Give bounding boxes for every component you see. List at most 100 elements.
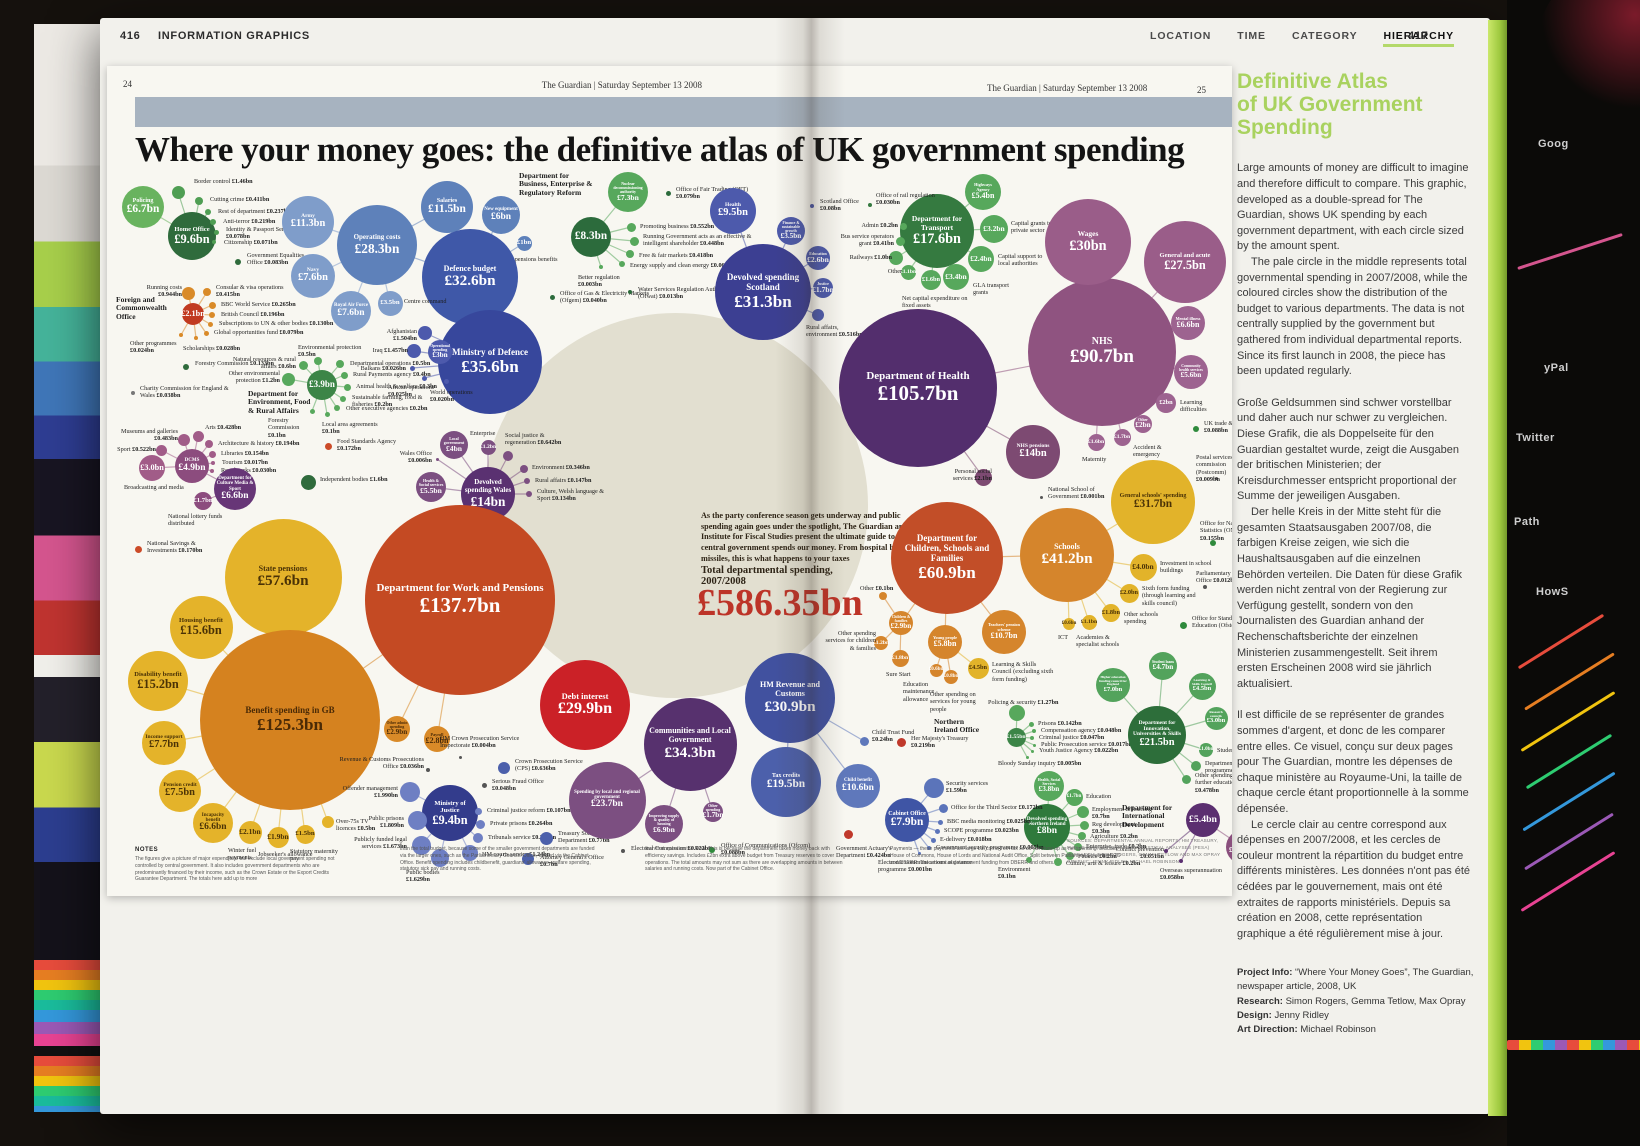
bubble-text: £1.5bn [295,825,315,844]
bubble: £1.0bn [1199,743,1213,757]
bubble-label: Cutting crime £0.411bn [210,196,270,203]
bubble-text: £5.4bn [1186,803,1220,837]
bubble [859,736,869,746]
bubble-label: Forestry Commission £0.133bn [195,360,274,367]
bubble-value: £15.6bn [180,623,222,638]
bubble: £1.7bn [1065,788,1083,806]
bubble [210,219,216,225]
bubble-text: £8.3bn [571,217,611,257]
bubble-text: Health & Social services £5.5bn [416,472,446,502]
notes-area: NOTES The figures give a picture of major… [135,846,1232,892]
bubble-text: Young people £5.8bn [928,625,962,659]
bubble [1193,426,1199,432]
credit-line: RESEARCH: SIMON ROGERS, GEMMA TETLOW AND… [1067,851,1221,857]
bubble: Department for Children, Schools and Fam… [891,502,1003,614]
bubble [435,457,439,461]
bubble-value: £1.5bn [295,830,315,838]
bubble-label: Other programmes £0.024bn [130,340,177,355]
bubble-value: £1bn [516,239,532,247]
bubble: Incapacity benefit £6.6bn [193,803,233,843]
bubble-text: £1.2bn [873,636,889,650]
bubble-text: Other admin spending £2.9bn [384,716,410,742]
bubble-name: Student loans [1151,660,1175,665]
bubble [1164,849,1168,853]
bubble-value: £105.7bn [877,380,959,405]
bubble [599,265,603,269]
sidebar-paragraph: Il est difficile de se représenter de gr… [1237,709,1469,816]
bubble-label: Departmental operations £0.5bn [350,360,431,367]
bubble [208,450,216,458]
project-info-line: Research: Simon Rogers, Gemma Tetlow, Ma… [1237,995,1466,1007]
bubble-name: Devolved spending Scotland [726,272,800,293]
bubble-value: £0.8bn [943,673,959,680]
bubble-label: Publicly funded legal services £1.673bn [354,836,407,851]
bubble: Eliminating poverty£5.127bn [1226,830,1232,864]
bubble-label: Sure Start [886,671,911,678]
bubble [899,222,907,230]
bubble-label: BBC World Service £0.265bn [221,301,296,308]
bubble [621,849,625,853]
bubble-label: Environmental protection £0.5bn [298,344,362,359]
page-number-left: 416 [120,30,141,42]
bubble-label: Revenue & Customs Prosecutions Office £0… [339,756,424,771]
bubble-text: Learning & Skills Council £4.5bn [1189,673,1216,700]
bubble-name: Mental illness [1175,315,1201,321]
bubble-name: Other spending [705,804,721,813]
bubble-label: Crown Prosecution Service (CPS) £0.636bn [515,758,583,773]
bubble-value: £30bn [1069,237,1107,254]
bubble: Other spending £1.7bn [703,802,723,822]
bubble-text: £1.55bn [1006,728,1025,747]
bubble [1181,774,1191,784]
bubble-text: NHS £90.7bn [1028,278,1176,426]
bubble-value: £2.1bn [181,308,205,318]
bubble-value: £17.6bn [913,230,961,247]
bubble-value: £9.5bn [718,207,748,219]
bubble-label: Environment £0.346bn [532,464,590,471]
bubble-label: Policing & security £1.27bn [988,699,1059,706]
bubble-text: Benefit spending in GB £125.3bn [200,630,380,810]
bubble: General and acute £27.5bn [1144,221,1226,303]
bubble-label: Other spending on services for young peo… [930,691,976,713]
bubble-text: Income support £7.7bn [142,721,186,765]
bubble-value: £1.1bn [1080,619,1098,625]
bubble-label: Iraq £1.457bn [372,347,408,354]
bubble: NHS £90.7bn [1028,278,1176,426]
bubble: Other admin spending £2.9bn [384,716,410,742]
bubble-name: Department for Transport [911,214,963,232]
bubble-label: E-delivery £0.018bn [940,836,992,843]
bubble-value: £5.4bn [1189,813,1217,825]
bubble: DCMS £4.9bn [175,449,209,483]
bubble-label: Rural Payments agency £0.4bn [353,371,431,378]
cover-red-glow [1537,0,1640,120]
bubble-label: Electoral Commission £0.022bn [631,845,712,852]
bubble-text: Royal Air Force £7.6bn [331,291,371,331]
bubble-value: £5.127bn [1229,846,1232,855]
bubble-value: £2.9bn [890,622,912,631]
bubble: £1.2bn [873,636,889,650]
bubble [917,851,921,855]
bubble-name: Home Office [174,226,210,234]
bubble-label: Academies & specialist schools [1076,634,1120,649]
bubble-label: Public bodies £1.629bn [406,869,440,884]
bubble-value: £4bn [445,444,463,454]
bubble-name: Incapacity benefit [201,812,225,824]
bubble: Nuclear decommissioning authority £7.3bn [608,172,648,212]
bubble-name: Army [301,212,315,219]
bubble-value: £1.6bn [1087,439,1105,445]
bubble-label: Anti-terror £0.219bn [223,218,276,225]
bubble-value: £1.0bn [1198,746,1214,753]
bubble-label: Sustainable farming, food & fisheries £0… [352,394,423,409]
bubble [938,803,948,813]
bubble-label: SCOPE programme £0.023bn [944,827,1019,834]
bubble-label: BBC media monitoring £0.025bn [947,818,1031,825]
bubble: £1.8bn [1102,604,1120,622]
bubble: £3.5bn [377,290,403,316]
bubble [1210,540,1216,546]
bubble-label: Personal social services £2.1bn [952,468,992,483]
bubble: Department for Culture Media & Sport £6.6… [214,468,256,510]
bubble-text: Payroll £2.8bn [424,726,450,752]
bubble: Department for Transport £17.6bn [900,194,974,268]
bubble-text: £0.6bn [929,664,944,677]
bubble-name: NHS pensions [1016,442,1050,449]
